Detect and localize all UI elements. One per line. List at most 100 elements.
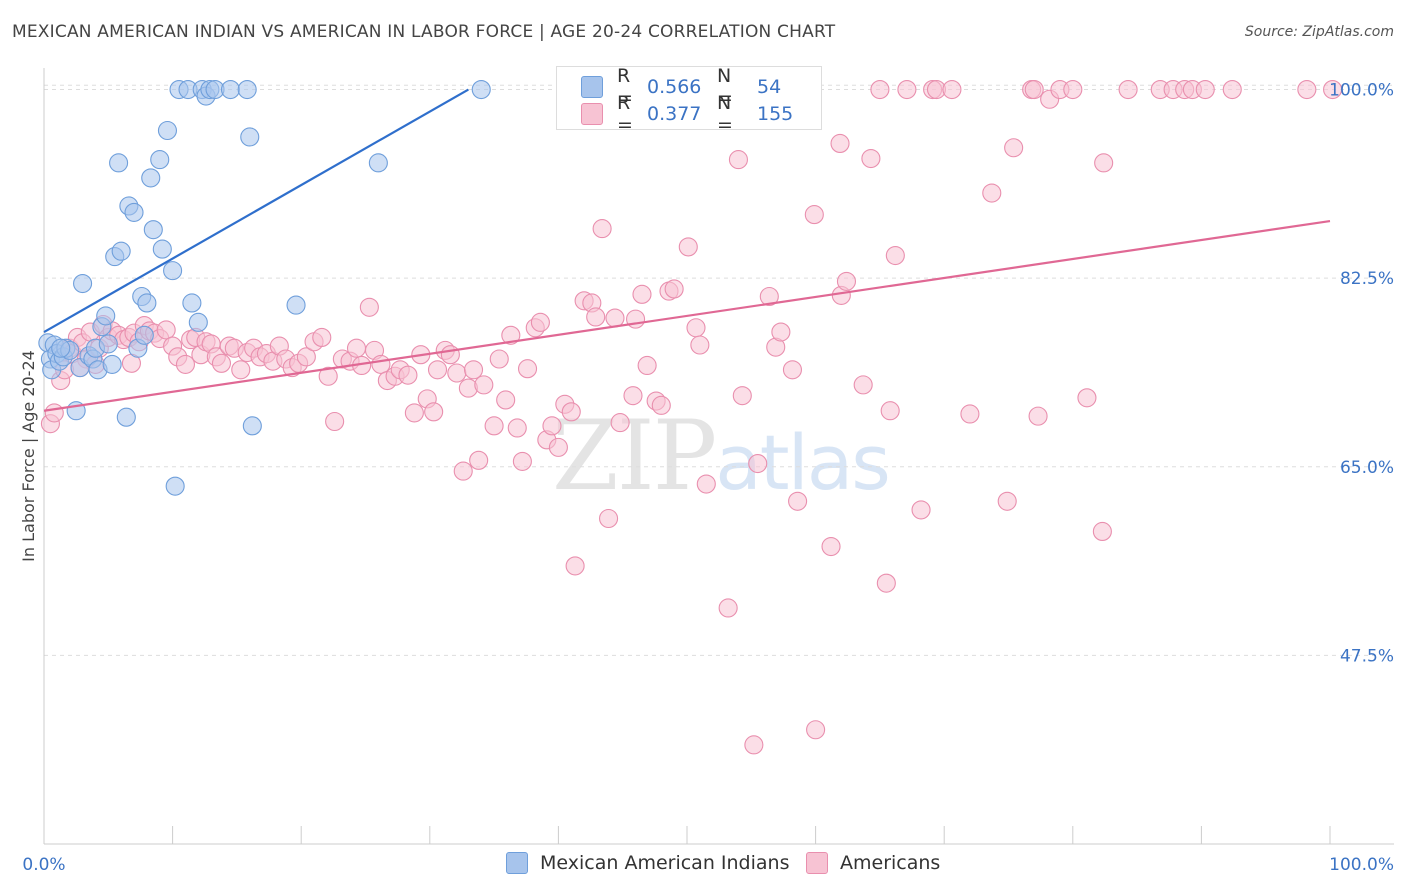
americans-point-107 [686, 318, 706, 338]
americans-point-78 [496, 390, 516, 410]
americans-point-155 [1222, 80, 1242, 100]
americans-point-111 [728, 150, 748, 170]
americans-point-63 [404, 403, 424, 423]
mexican-american-indians-point-34 [157, 120, 178, 141]
americans-point-89 [561, 402, 581, 422]
legend-row-blue: R = 0.566 N = 54 [581, 65, 782, 109]
americans-point-131 [897, 80, 917, 100]
americans-point-70 [447, 363, 467, 383]
americans-trend-line [43, 219, 1331, 412]
legend-r-label: R = [617, 92, 633, 136]
americans-point-135 [942, 80, 962, 100]
legend-swatch-blue [581, 76, 603, 98]
americans-point-124 [836, 271, 857, 291]
legend-row-pink: R = 0.377 N = 155 [581, 92, 794, 136]
mexican-american-indians-point-40 [188, 312, 208, 332]
americans-point-75 [474, 375, 494, 395]
americans-point-27 [175, 354, 196, 374]
mexican-american-indians-point-21 [109, 153, 129, 173]
americans-point-138 [997, 491, 1017, 511]
mexican-american-indians-point-36 [165, 476, 185, 496]
americans-point-87 [548, 437, 568, 457]
mexican-american-indians-point-31 [143, 220, 163, 240]
legend-n-value: 54 [757, 76, 782, 98]
legend-r-value: 0.377 [647, 103, 702, 125]
mexican-american-indians-point-48 [242, 416, 262, 436]
series-legend-blue: Mexican American Indians [506, 852, 789, 874]
y-tick-label-3: 100.0% [1329, 81, 1394, 101]
chart-title: MEXICAN AMERICAN INDIAN VS AMERICAN IN L… [12, 22, 836, 42]
americans-point-113 [748, 453, 768, 474]
americans-point-127 [870, 80, 890, 100]
americans-point-69 [440, 345, 460, 365]
americans-point-56 [359, 297, 379, 317]
legend: R = 0.566 N = 54 R = 0.377 N = 155 [556, 65, 822, 136]
x-tick-label-1: 100.0% [1329, 855, 1394, 875]
mexican-american-indians-point-30 [141, 168, 161, 188]
legend-r-value: 0.566 [647, 76, 702, 98]
mexican-american-indians-point-18 [98, 334, 118, 354]
mexican-american-indians-point-22 [111, 241, 131, 261]
y-tick-label-0: 47.5% [1340, 646, 1394, 666]
americans-point-97 [610, 413, 630, 433]
americans-point-145 [1063, 80, 1083, 100]
watermark: ZIPatlas [552, 400, 891, 512]
americans-point-80 [507, 418, 527, 438]
mexican-american-indians-point-45 [220, 80, 241, 100]
americans-point-74 [469, 450, 489, 470]
americans-point-86 [542, 416, 562, 436]
americans-point-84 [530, 312, 550, 332]
americans-point-139 [1004, 138, 1024, 158]
americans-point-71 [453, 461, 473, 481]
americans-point-108 [690, 335, 710, 355]
americans-point-76 [484, 416, 504, 436]
mexican-american-indians-point-39 [182, 293, 202, 313]
americans-point-73 [463, 360, 484, 380]
mexican-american-indians-point-32 [150, 150, 170, 170]
americans-point-37 [231, 360, 251, 380]
series-name-blue: Mexican American Indians [540, 852, 790, 874]
americans-point-1 [44, 403, 64, 423]
americans-point-118 [788, 491, 808, 511]
americans-point-66 [424, 402, 444, 422]
mexican-american-indians-point-23 [116, 407, 136, 427]
watermark-atlas: atlas [715, 418, 891, 507]
axes [43, 68, 1394, 845]
americans-point-116 [771, 322, 791, 342]
series-swatch-pink [806, 852, 828, 874]
series-name-pink: Americans [840, 852, 941, 874]
americans-point-121 [821, 536, 841, 557]
tick-labels: 47.5% 65.0% 82.5% 100.0% 0.0% 100.0% [22, 81, 1394, 875]
americans-point-120 [804, 205, 824, 225]
series-legend-pink: Americans [806, 852, 940, 874]
americans-point-34 [211, 353, 232, 373]
americans-point-122 [830, 133, 850, 153]
y-axis-label: In Labor Force | Age 20-24 [19, 350, 38, 562]
legend-n-value: 155 [757, 103, 794, 125]
source-label: Source: ZipAtlas.com [1244, 24, 1394, 40]
mexican-american-indians-point-17 [96, 306, 116, 326]
americans-point-50 [318, 366, 338, 386]
americans-point-94 [592, 219, 612, 239]
americans-point-130 [885, 245, 905, 266]
americans-point-147 [1092, 521, 1112, 541]
americans-point-100 [632, 284, 652, 304]
legend-r-label: R = [617, 65, 633, 109]
legend-n-label: N = [717, 65, 733, 109]
americans-point-95 [599, 508, 619, 529]
americans-point-110 [718, 598, 738, 618]
legend-swatch-pink [581, 103, 603, 125]
americans-point-103 [651, 395, 671, 415]
americans-point-137 [982, 183, 1002, 203]
mexican-american-indians-point-53 [51, 338, 71, 358]
mexican-american-indians-point-47 [240, 127, 260, 147]
americans-point-148 [1094, 153, 1114, 173]
americans-point-114 [759, 286, 779, 307]
americans-points [40, 80, 1343, 755]
mexican-american-indians-point-49 [286, 295, 306, 315]
mexican-american-indians-trend-line [43, 88, 469, 334]
mexican-american-indians-point-19 [102, 354, 122, 374]
americans-point-98 [623, 386, 643, 406]
americans-point-62 [398, 365, 418, 385]
americans-point-112 [732, 386, 752, 406]
